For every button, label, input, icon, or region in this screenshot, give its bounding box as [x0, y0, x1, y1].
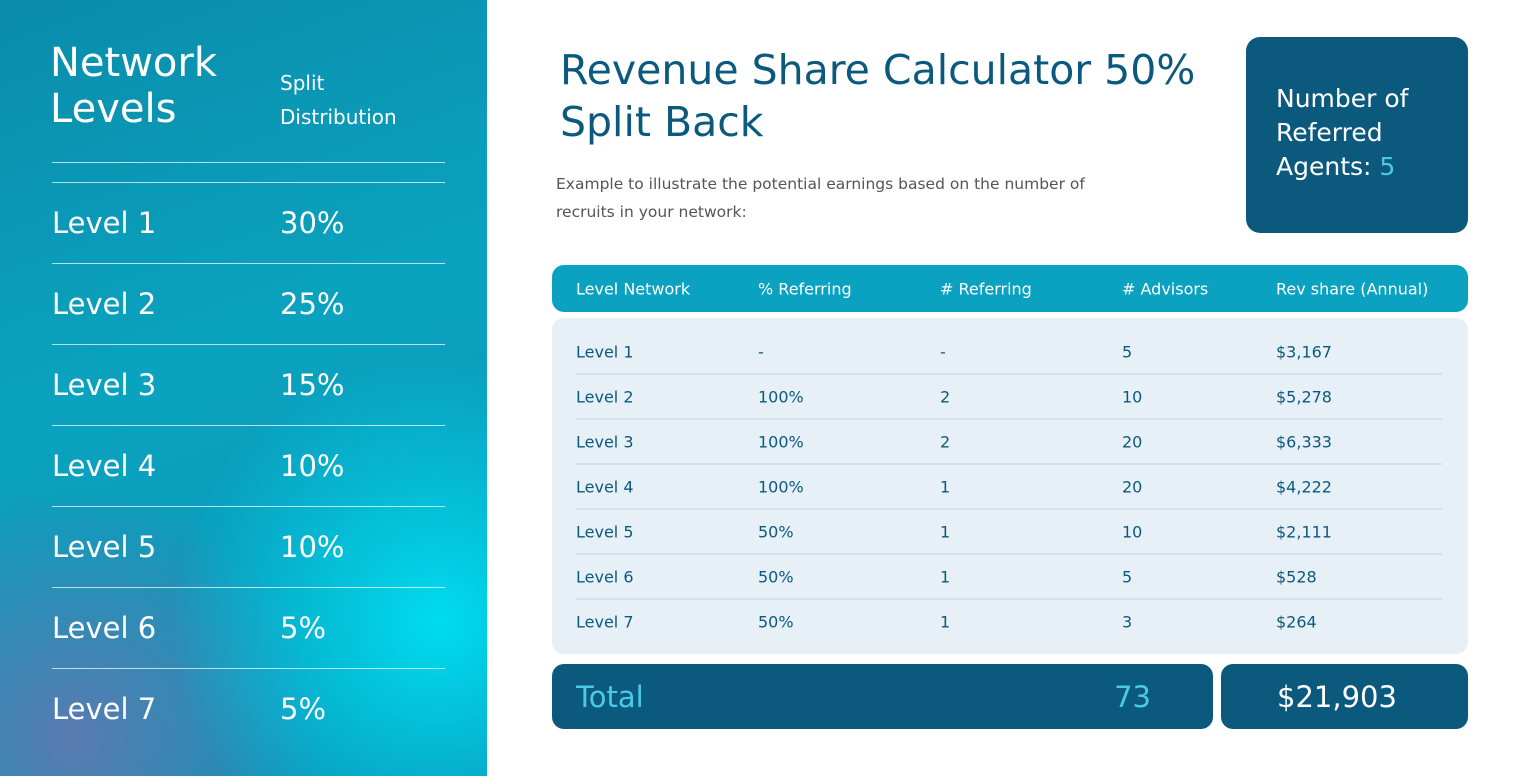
level-name: Level 1: [52, 206, 157, 240]
level-name: Level 5: [52, 530, 157, 564]
table-cell: 2: [940, 387, 951, 407]
total-label: Total: [576, 680, 644, 714]
sidebar-row: Level 5 10%: [52, 506, 445, 587]
table-cell: -: [940, 342, 946, 362]
agents-value: 5: [1379, 152, 1396, 181]
row-separator: [576, 508, 1442, 510]
title: Revenue Share Calculator 50% Split Back: [560, 46, 1196, 146]
sidebar-heading: Network Levels: [50, 40, 218, 132]
column-header: # Referring: [940, 279, 1032, 299]
total-bar: Total 73: [552, 664, 1213, 729]
table-body: Level 1 - - 5 $3,167 Level 2 100% 2 10 $5,278 Leve…: [552, 318, 1468, 654]
sidebar-row: Level 2 25%: [52, 263, 445, 344]
table-cell: 100%: [758, 477, 804, 497]
column-header: % Referring: [758, 279, 852, 299]
row-separator: [576, 598, 1442, 600]
table-cell: $4,222: [1276, 477, 1332, 497]
level-split: 10%: [280, 449, 345, 483]
table-cell: 1: [940, 522, 951, 542]
level-name: Level 6: [52, 611, 157, 645]
table-cell: 3: [1122, 612, 1133, 632]
table-cell: Level 7: [576, 612, 634, 632]
row-separator: [576, 418, 1442, 420]
total-revenue-box: $21,903: [1221, 664, 1468, 729]
table-cell: Level 1: [576, 342, 634, 362]
row-separator: [576, 553, 1442, 555]
table-cell: 1: [940, 477, 951, 497]
table-cell: -: [758, 342, 764, 362]
table-cell: 10: [1122, 387, 1143, 407]
row-separator: [576, 463, 1442, 465]
description: Example to illustrate the potential earn…: [556, 175, 1085, 221]
level-name: Level 2: [52, 287, 157, 321]
level-split: 15%: [280, 368, 345, 402]
table-header: Level Network % Referring # Referring # Adv…: [552, 265, 1468, 312]
table-cell: $528: [1276, 567, 1317, 587]
table-cell: $2,111: [1276, 522, 1332, 542]
total-revenue: $21,903: [1277, 680, 1397, 714]
sidebar-row: Level 3 15%: [52, 344, 445, 425]
table-cell: 5: [1122, 567, 1133, 587]
sidebar-row: Level 6 5%: [52, 587, 445, 668]
table-cell: 50%: [758, 522, 794, 542]
column-header: Rev share (Annual): [1276, 279, 1429, 299]
sidebar-row: Level 7 5%: [52, 668, 445, 749]
table-cell: 1: [940, 567, 951, 587]
row-separator: [576, 373, 1442, 375]
table-cell: $6,333: [1276, 432, 1332, 452]
level-split: 5%: [280, 692, 327, 726]
table-cell: 20: [1122, 432, 1143, 452]
column-header: # Advisors: [1122, 279, 1209, 299]
table-cell: 5: [1122, 342, 1133, 362]
table-cell: 50%: [758, 612, 794, 632]
table-cell: 1: [940, 612, 951, 632]
sidebar-row: Level 4 10%: [52, 425, 445, 506]
agents-label: Number of Referred Agents:: [1276, 84, 1409, 181]
level-name: Level 4: [52, 449, 157, 483]
table-cell: Level 5: [576, 522, 634, 542]
level-split: 30%: [280, 206, 345, 240]
level-split: 10%: [280, 530, 345, 564]
table-cell: Level 4: [576, 477, 634, 497]
column-header: Level Network: [576, 279, 691, 299]
table-cell: $3,167: [1276, 342, 1332, 362]
level-split: 5%: [280, 611, 327, 645]
table-cell: 100%: [758, 432, 804, 452]
table-cell: $5,278: [1276, 387, 1332, 407]
total-advisors: 73: [1114, 680, 1151, 714]
table-cell: $264: [1276, 612, 1317, 632]
sidebar-row: Level 1 30%: [52, 182, 445, 263]
level-split: 25%: [280, 287, 345, 321]
table-cell: 20: [1122, 477, 1143, 497]
table-cell: Level 6: [576, 567, 634, 587]
table-cell: Level 2: [576, 387, 634, 407]
table-cell: 2: [940, 432, 951, 452]
level-name: Level 3: [52, 368, 157, 402]
level-name: Level 7: [52, 692, 157, 726]
agents-box: Number of Referred Agents: 5: [1246, 37, 1468, 233]
table-cell: 50%: [758, 567, 794, 587]
sidebar-subheading: Split Distribution: [280, 71, 397, 129]
table-cell: 100%: [758, 387, 804, 407]
table-cell: Level 3: [576, 432, 634, 452]
sidebar: Network Levels Split Distribution Level …: [0, 0, 487, 776]
sidebar-divider: [52, 162, 445, 163]
table-cell: 10: [1122, 522, 1143, 542]
